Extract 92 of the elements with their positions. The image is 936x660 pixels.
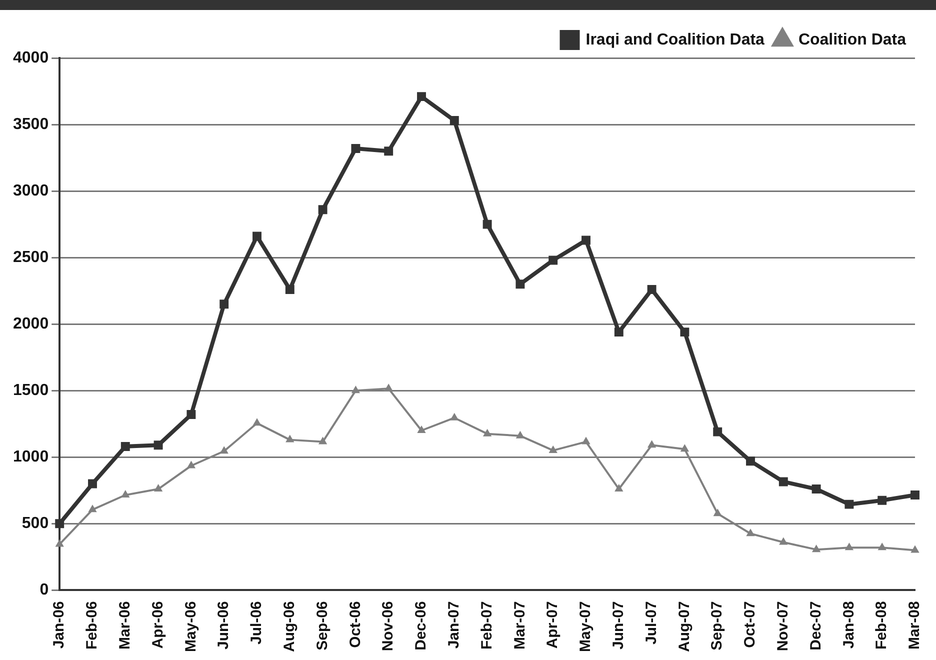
point <box>812 546 820 552</box>
x-tick-label: Feb-08 <box>873 601 890 650</box>
y-tick-label: 3500 <box>13 116 49 133</box>
point <box>746 456 755 466</box>
x-tick-label: Aug-06 <box>281 601 298 652</box>
point <box>648 441 656 448</box>
x-tick-label: Jun-06 <box>215 601 232 650</box>
point <box>548 256 558 265</box>
x-tick-label: Nov-06 <box>380 601 397 652</box>
point <box>844 500 854 509</box>
x-tick-label: Mar-08 <box>906 601 924 650</box>
point <box>186 410 196 420</box>
point <box>55 519 64 528</box>
x-tick-label: Mar-06 <box>116 601 134 650</box>
y-tick-label: 0 <box>40 582 49 599</box>
point <box>614 328 624 337</box>
point <box>351 144 360 153</box>
x-tick-label: Oct-07 <box>742 601 759 648</box>
point <box>122 491 129 498</box>
x-tick-label: Mar-07 <box>511 601 528 650</box>
x-tick-label: Jan-07 <box>446 601 463 649</box>
point <box>220 300 229 309</box>
point <box>482 220 492 229</box>
point <box>417 92 426 102</box>
y-tick-label: 4000 <box>13 49 49 66</box>
point <box>812 484 821 494</box>
point <box>878 496 887 505</box>
point <box>911 546 919 553</box>
point <box>680 328 690 337</box>
x-tick-label: Jun-07 <box>610 601 628 650</box>
point <box>154 440 163 450</box>
x-tick-label: Feb-07 <box>478 601 496 650</box>
x-tick-label: Apr-06 <box>149 601 166 649</box>
point <box>647 285 656 294</box>
x-tick-label: Jan-06 <box>50 601 68 649</box>
point <box>910 490 920 500</box>
point <box>384 146 394 156</box>
point <box>56 540 64 547</box>
x-tick-label: Feb-06 <box>84 601 101 650</box>
point <box>352 386 360 394</box>
point <box>319 438 326 444</box>
point <box>615 485 622 492</box>
point <box>681 445 688 452</box>
point <box>88 479 97 488</box>
point <box>252 232 262 241</box>
x-tick-label: May-07 <box>577 601 594 652</box>
point <box>484 430 491 436</box>
y-tick-label: 1000 <box>13 448 49 466</box>
x-tick-label: Nov-07 <box>774 601 792 652</box>
point <box>878 544 886 550</box>
legend-label: Coalition Data <box>798 31 906 48</box>
point <box>450 414 458 420</box>
y-tick-label: 500 <box>22 515 49 532</box>
point <box>582 438 590 444</box>
x-tick-label: Apr-07 <box>544 601 562 649</box>
point <box>188 462 195 468</box>
legend-label: Iraqi and Coalition Data <box>586 31 765 48</box>
x-tick-label: Dec-06 <box>412 601 430 650</box>
x-tick-label: Jul-06 <box>248 601 266 644</box>
y-tick-label: 2500 <box>13 248 49 266</box>
point <box>318 205 328 214</box>
point <box>516 280 525 289</box>
point <box>778 477 788 486</box>
x-tick-label: Sep-06 <box>314 601 331 650</box>
point <box>780 538 787 545</box>
point <box>713 427 722 436</box>
point <box>582 236 590 245</box>
point <box>120 442 130 451</box>
point <box>714 510 722 516</box>
point <box>285 285 294 294</box>
x-tick-label: Sep-07 <box>708 601 726 650</box>
point <box>253 419 261 426</box>
y-tick-label: 3000 <box>13 182 49 200</box>
point <box>450 116 459 125</box>
point <box>385 384 392 392</box>
x-tick-label: Jan-08 <box>840 601 858 649</box>
point <box>220 447 228 454</box>
point <box>550 446 557 453</box>
point <box>88 506 96 512</box>
point <box>516 432 524 438</box>
y-tick-label: 2000 <box>13 315 49 332</box>
y-tick-label: 1500 <box>13 382 49 399</box>
x-tick-label: May-06 <box>182 601 200 652</box>
point <box>418 426 426 433</box>
point <box>746 530 754 536</box>
x-tick-label: Dec-07 <box>807 601 824 650</box>
x-tick-label: Jul-07 <box>642 601 660 644</box>
x-tick-label: Oct-06 <box>346 601 364 648</box>
point <box>154 485 162 492</box>
point <box>846 544 853 550</box>
x-tick-label: Aug-07 <box>676 601 693 652</box>
point <box>286 436 294 442</box>
